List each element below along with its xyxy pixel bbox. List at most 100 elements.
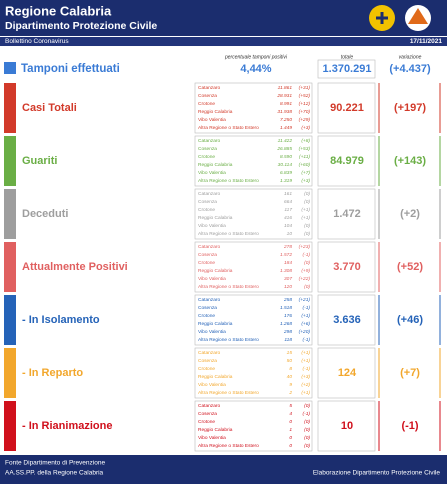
section-total: 84.979: [330, 155, 364, 167]
province-change: (0): [304, 231, 310, 237]
province-change: (+60): [299, 162, 311, 168]
province-change: (+20): [299, 329, 311, 335]
province-value: 118: [284, 337, 292, 343]
province-change: (+52): [299, 93, 311, 99]
province-name: Altra Regione o Stato Estero: [198, 178, 259, 184]
province-value: 10: [287, 231, 293, 237]
province-name: Vibo Valentia: [198, 276, 226, 282]
section-table: [194, 294, 313, 346]
section-table: [194, 400, 313, 452]
province-name: Crotone: [198, 419, 215, 425]
section-total: 90.221: [330, 102, 364, 114]
province-value: 6.839: [280, 170, 292, 176]
section-change: (+7): [400, 367, 420, 379]
section-title: Casi Totali: [22, 102, 77, 114]
province-change: (+8): [301, 138, 310, 144]
province-change: (+21): [299, 297, 311, 303]
province-name: Cosenza: [198, 305, 217, 311]
section-total-box: [317, 188, 376, 240]
province-value: 298: [283, 329, 292, 335]
section-change: (-1): [401, 420, 418, 432]
province-change: (0): [304, 435, 310, 441]
province-change: (0): [304, 427, 310, 433]
province-name: Cosenza: [198, 411, 217, 417]
province-value: 1.449: [280, 125, 292, 131]
column-label: percentuale tamponi positivi: [224, 54, 288, 60]
province-value: 104: [284, 223, 292, 229]
province-change: (0): [304, 403, 310, 409]
province-value: 50: [287, 358, 293, 364]
section-total: 1.472: [333, 208, 361, 220]
province-value: 40: [287, 374, 293, 380]
province-name: Altra Regione o Stato Estero: [198, 390, 259, 396]
section-table: [194, 135, 313, 187]
province-value: 15: [287, 350, 293, 356]
section-title: - In Rianimazione: [22, 420, 112, 432]
section-table: [194, 188, 313, 240]
footer-source: AA.SS.PP. della Regione Calabria: [5, 470, 104, 477]
province-value: 11.422: [278, 138, 293, 144]
tamponi-total: 1.370.291: [323, 63, 372, 75]
province-change: (+53): [299, 146, 311, 152]
province-name: Vibo Valentia: [198, 170, 226, 176]
province-change: (+3): [301, 374, 310, 380]
section-change: (+197): [394, 102, 426, 114]
province-name: Reggio Calabria: [198, 427, 233, 433]
province-name: Crotone: [198, 313, 215, 319]
section-table: [194, 82, 313, 134]
province-value: 1.572: [280, 252, 292, 258]
province-change: (+22): [299, 276, 311, 282]
section-title: Attualmente Positivi: [22, 261, 128, 273]
province-name: Vibo Valentia: [198, 223, 226, 229]
province-name: Reggio Calabria: [198, 162, 233, 168]
province-change: (-1): [303, 252, 311, 258]
logo-cross: [376, 12, 388, 24]
province-value: 0: [289, 443, 292, 449]
province-change: (-1): [303, 305, 311, 311]
province-change: (+70): [299, 109, 311, 115]
province-name: Catanzaro: [198, 85, 220, 91]
province-name: Catanzaro: [198, 191, 220, 197]
province-name: Altra Regione o Stato Estero: [198, 284, 259, 290]
footer-credit: Elaborazione Dipartimento Protezione Civ…: [313, 470, 441, 477]
province-name: Vibo Valentia: [198, 329, 226, 335]
section-table: [194, 347, 313, 399]
section-title: - In Reparto: [22, 367, 83, 379]
province-change: (+9): [301, 268, 310, 274]
province-value: 664: [284, 199, 292, 205]
bulletin-label: Bollettino Coronavirus: [5, 38, 69, 45]
province-value: 258: [283, 297, 292, 303]
section-change: (+143): [394, 155, 426, 167]
province-name: Cosenza: [198, 252, 217, 258]
province-name: Catanzaro: [198, 244, 220, 250]
tamponi-box: [317, 59, 376, 79]
column-label: totale: [341, 54, 353, 60]
section-icon: [4, 136, 16, 186]
province-change: (+2): [301, 382, 310, 388]
section-total-box: [317, 241, 376, 293]
province-change: (0): [304, 223, 310, 229]
section-change: (+2): [400, 208, 420, 220]
province-name: Reggio Calabria: [198, 215, 233, 221]
province-change: (+11): [299, 154, 310, 160]
province-value: 1.268: [280, 321, 292, 327]
province-change: (0): [304, 191, 310, 197]
section-icon: [4, 295, 16, 345]
header-subtitle: Dipartimento Protezione Civile: [5, 20, 157, 32]
province-value: 8: [289, 366, 292, 372]
province-change: (+31): [299, 85, 311, 91]
province-name: Reggio Calabria: [198, 268, 233, 274]
province-name: Crotone: [198, 154, 215, 160]
province-name: Catanzaro: [198, 350, 220, 356]
tamponi-title: Tamponi effettuati: [21, 63, 120, 75]
province-change: (0): [304, 199, 310, 205]
province-change: (+1): [301, 358, 310, 364]
section-total: 124: [338, 367, 357, 379]
section-total: 10: [341, 420, 353, 432]
province-name: Catanzaro: [198, 403, 220, 409]
province-value: 1.319: [280, 178, 292, 184]
column-label: variazione: [399, 54, 422, 60]
province-change: (+1): [301, 207, 310, 213]
province-name: Crotone: [198, 101, 215, 107]
footer-band: [0, 455, 447, 484]
